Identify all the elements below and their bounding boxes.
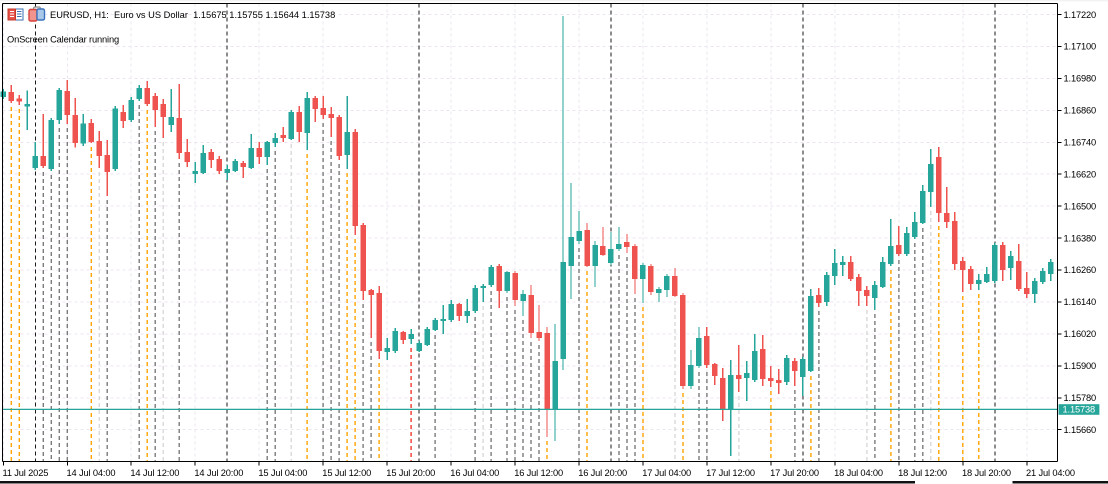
- svg-text:1.15900: 1.15900: [1064, 361, 1097, 371]
- svg-text:15 Jul 12:00: 15 Jul 12:00: [322, 468, 371, 478]
- svg-text:16 Jul 12:00: 16 Jul 12:00: [514, 468, 563, 478]
- svg-text:17 Jul 12:00: 17 Jul 12:00: [706, 468, 755, 478]
- svg-text:18 Jul 20:00: 18 Jul 20:00: [962, 468, 1011, 478]
- svg-text:1.16140: 1.16140: [1064, 297, 1097, 307]
- svg-text:1.16860: 1.16860: [1064, 106, 1097, 116]
- svg-text:1.16260: 1.16260: [1064, 265, 1097, 275]
- svg-text:16 Jul 20:00: 16 Jul 20:00: [578, 468, 627, 478]
- svg-text:18 Jul 12:00: 18 Jul 12:00: [898, 468, 947, 478]
- svg-text:18 Jul 04:00: 18 Jul 04:00: [834, 468, 883, 478]
- svg-text:1.17220: 1.17220: [1064, 10, 1097, 20]
- svg-text:17 Jul 04:00: 17 Jul 04:00: [642, 468, 691, 478]
- svg-text:14 Jul 12:00: 14 Jul 12:00: [130, 468, 179, 478]
- svg-text:EURUSD, H1: Euro vs US Dollar: EURUSD, H1: Euro vs US Dollar 1.15675 1.…: [50, 10, 335, 20]
- svg-text:11 Jul 2025: 11 Jul 2025: [3, 468, 49, 478]
- svg-text:1.17100: 1.17100: [1064, 42, 1097, 52]
- svg-text:OnScreen Calendar running: OnScreen Calendar running: [7, 35, 119, 45]
- svg-text:1.16740: 1.16740: [1064, 138, 1097, 148]
- svg-text:1.16380: 1.16380: [1064, 233, 1097, 243]
- svg-text:1.15660: 1.15660: [1064, 425, 1097, 435]
- svg-text:1.15738: 1.15738: [1063, 404, 1096, 414]
- svg-text:17 Jul 20:00: 17 Jul 20:00: [770, 468, 819, 478]
- svg-text:1.16620: 1.16620: [1064, 169, 1097, 179]
- svg-text:14 Jul 04:00: 14 Jul 04:00: [67, 468, 116, 478]
- svg-text:14 Jul 20:00: 14 Jul 20:00: [194, 468, 243, 478]
- svg-text:1.16500: 1.16500: [1064, 201, 1097, 211]
- svg-text:15 Jul 04:00: 15 Jul 04:00: [258, 468, 307, 478]
- svg-text:1.15780: 1.15780: [1064, 393, 1097, 403]
- svg-text:16 Jul 04:00: 16 Jul 04:00: [450, 468, 499, 478]
- svg-text:1.16980: 1.16980: [1064, 74, 1097, 84]
- svg-text:1.16020: 1.16020: [1064, 329, 1097, 339]
- svg-text:21 Jul 04:00: 21 Jul 04:00: [1026, 468, 1075, 478]
- svg-text:15 Jul 20:00: 15 Jul 20:00: [386, 468, 435, 478]
